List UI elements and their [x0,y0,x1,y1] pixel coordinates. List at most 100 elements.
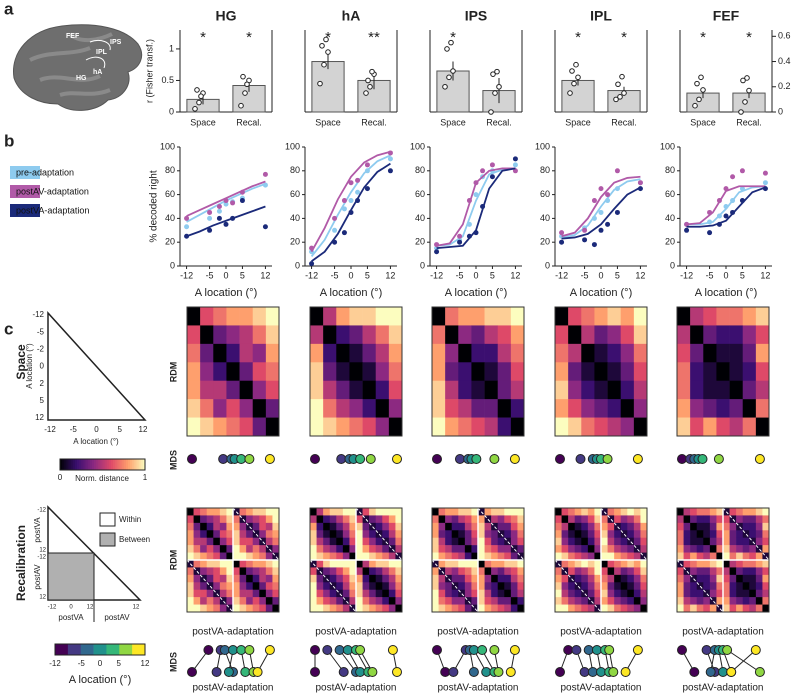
heatmap-cell [640,567,648,576]
heatmap-cell [755,574,763,583]
heatmap-cell [323,515,331,524]
heatmap-cell [568,582,576,591]
heatmap-cell [683,508,691,516]
heatmap-cell [471,530,479,539]
heatmap-cell [323,343,337,363]
heatmap-cell [200,552,208,561]
heatmap-cell [614,567,622,576]
heatmap-cell [349,574,357,583]
heatmap-cell [755,307,770,326]
data-point [605,192,611,198]
heatmap-cell [607,399,622,418]
data-point [723,213,729,219]
data-point [332,215,338,221]
heatmap-cell [736,597,744,605]
heatmap-cell [187,399,201,418]
mds-point [677,645,687,655]
y-tick-label: 20 [165,237,175,247]
heatmap-cell [478,574,485,583]
heatmap-cell [510,343,525,363]
heatmap-cell [683,552,691,561]
heatmap-cell [581,552,589,561]
heatmap-cell [187,582,194,591]
heatmap-cell [362,582,370,591]
heatmap-cell [574,604,582,613]
heatmap-cell [226,325,240,345]
heatmap-cell [471,597,479,605]
heatmap-cell [736,574,744,583]
heatmap-cell [451,530,459,539]
heatmap-cell [736,604,744,613]
heatmap-cell [690,362,704,382]
heatmap-cell [316,537,324,546]
heatmap-cell [458,325,472,345]
heatmap-cell [375,307,390,326]
heatmap-cell [471,567,479,576]
heatmap-cell [703,508,711,516]
mds-point [754,454,765,464]
subject-point [446,74,452,81]
heatmap-cell [723,560,730,568]
panel-label: c [4,319,13,338]
heatmap-cell [356,515,363,524]
data-point [591,215,597,221]
heatmap-cell [633,515,641,524]
heatmap-cell [601,582,608,591]
heatmap-cell [388,530,396,539]
heatmap-cell [683,604,691,613]
heatmap-cell [356,604,363,613]
bar [311,61,345,113]
heatmap-cell [561,515,569,524]
heatmap-cell [316,597,324,605]
heatmap-cell [755,343,770,363]
heatmap-cell [555,597,562,605]
heatmap-cell [329,537,337,546]
heatmap-cell [601,567,608,576]
heatmap-cell [432,574,439,583]
heatmap-cell [445,399,459,418]
x-tick-label: 0 [723,270,728,280]
heatmap-cell [226,343,240,363]
heatmap-cell [723,530,730,539]
heatmap-cell [716,560,724,568]
x-tick-label: 0 [473,270,478,280]
heatmap-cell [342,552,350,561]
y-tick-label: 100 [160,141,175,151]
heatmap-cell [239,567,247,576]
heatmap-cell [517,597,525,605]
heatmap-cell [316,574,324,583]
mds-point [338,667,349,677]
heatmap-cell [226,522,234,531]
heatmap-cell [471,325,485,345]
heatmap-cell [349,325,363,345]
heatmap-cell [219,537,227,546]
heatmap-cell [458,574,466,583]
heatmap-cell [369,567,377,576]
heatmap-cell [349,307,363,326]
data-point [598,209,604,215]
heatmap-cell [504,552,512,561]
heatmap-cell [478,582,485,591]
heatmap-cell [742,325,757,345]
heatmap-cell [432,604,439,613]
heatmap-cell [614,530,622,539]
heatmap-cell [200,417,214,437]
heatmap-cell [451,574,459,583]
x-axis-label: A location (°) [320,287,382,299]
heatmap-cell [581,307,595,326]
heatmap-cell [690,537,698,546]
heatmap-cell [742,522,750,531]
mds-point [187,454,197,464]
heatmap-cell [239,343,254,363]
colorbar-label: A location (°) [69,674,131,686]
data-point [489,174,495,180]
heatmap-cell [703,545,711,553]
heatmap-cell [369,560,377,568]
data-point [332,227,338,233]
heatmap-cell [259,530,267,539]
heatmap-border [309,507,403,613]
y-tick-label: 100 [535,141,550,151]
heatmap-cell [458,399,472,418]
heatmap-cell [677,343,691,363]
heatmap-cell [219,545,227,553]
